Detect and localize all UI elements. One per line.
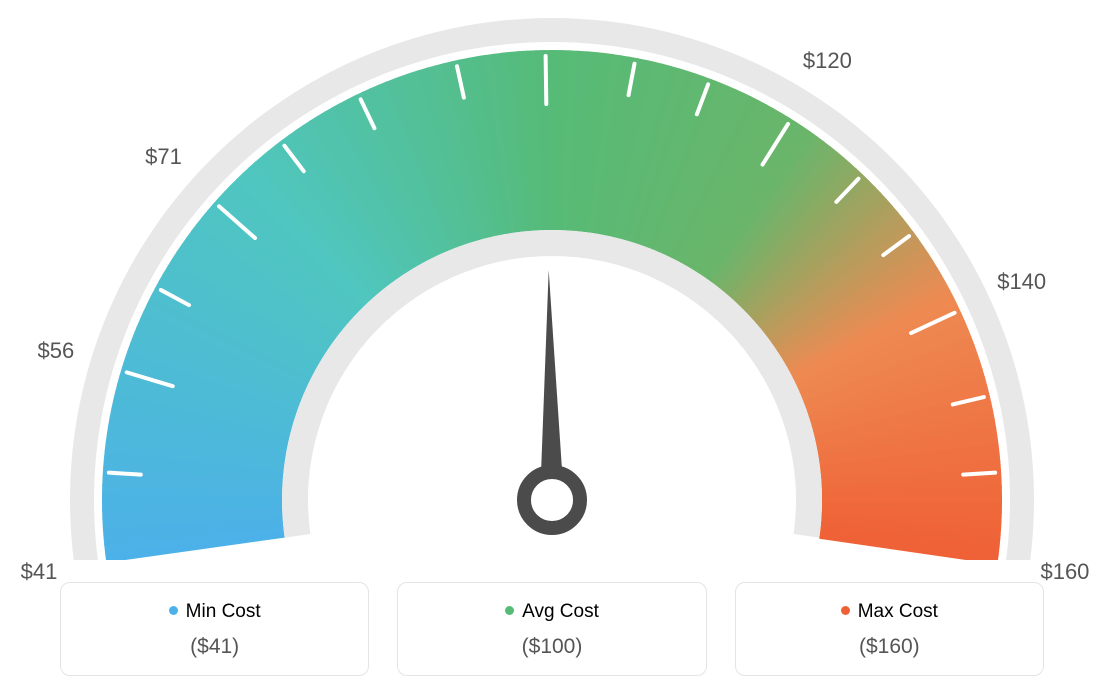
gauge-tick-label: $56 — [38, 338, 75, 364]
legend-title-min: Min Cost — [71, 601, 358, 623]
legend-title-max-text: Max Cost — [858, 601, 938, 622]
legend-row: Min Cost ($41) Avg Cost ($100) Max Cost … — [0, 582, 1104, 676]
gauge-tick-label: $71 — [145, 144, 182, 170]
gauge-tick-label: $120 — [803, 48, 852, 74]
dot-icon-avg — [505, 606, 514, 615]
dot-icon-max — [841, 606, 850, 615]
legend-card-min: Min Cost ($41) — [60, 582, 369, 676]
legend-value-min: ($41) — [71, 635, 358, 659]
legend-title-avg-text: Avg Cost — [522, 601, 599, 622]
dot-icon-min — [169, 606, 178, 615]
gauge-chart: $41$56$71$100$120$140$160 — [0, 0, 1104, 560]
legend-value-avg: ($100) — [408, 635, 695, 659]
legend-title-max: Max Cost — [746, 601, 1033, 623]
legend-card-max: Max Cost ($160) — [735, 582, 1044, 676]
legend-card-avg: Avg Cost ($100) — [397, 582, 706, 676]
legend-title-min-text: Min Cost — [186, 601, 261, 622]
legend-title-avg: Avg Cost — [408, 601, 695, 623]
gauge-svg — [0, 0, 1104, 560]
legend-value-max: ($160) — [746, 635, 1033, 659]
gauge-tick-label: $140 — [997, 269, 1046, 295]
